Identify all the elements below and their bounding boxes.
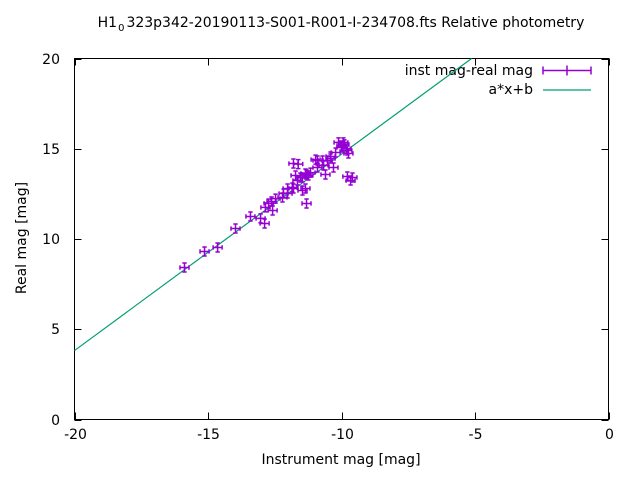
legend-label-fit: a*x+b <box>488 82 533 98</box>
x-axis-label: Instrument mag [mag] <box>261 452 421 468</box>
plot-frame <box>74 58 609 420</box>
y-tick-label: 10 <box>42 231 60 248</box>
data-point <box>342 145 353 156</box>
data-point <box>267 205 278 216</box>
data-point <box>260 202 271 213</box>
chart-title-subscript: 0 <box>118 22 125 34</box>
data-point <box>278 188 289 199</box>
data-point <box>292 158 304 170</box>
y-tick-label: 20 <box>42 51 60 68</box>
data-point <box>320 169 331 180</box>
data-point <box>300 183 311 194</box>
data-point <box>325 151 336 162</box>
chart-title-prefix: H1 <box>97 15 118 31</box>
data-point <box>343 148 354 159</box>
data-point <box>297 185 308 196</box>
plot-border <box>74 58 609 420</box>
chart-title: H10 323p342-20190113-S001-R001-I-234708.f… <box>74 15 608 34</box>
data-point <box>270 193 281 204</box>
data-point <box>310 154 321 165</box>
legend-label-points: inst mag-real mag <box>404 63 533 79</box>
y-tick-label: 5 <box>51 321 60 338</box>
data-point <box>199 246 210 257</box>
data-point <box>347 172 358 183</box>
legend-samples <box>542 65 592 91</box>
legend-sample-errorbar <box>542 65 592 76</box>
data-point <box>259 218 270 229</box>
x-tick-label: -5 <box>468 427 483 443</box>
scatter-series <box>179 137 358 273</box>
data-point <box>303 170 314 181</box>
data-point <box>305 167 316 178</box>
axis-ticks <box>74 58 610 421</box>
x-tick-label: -15 <box>197 427 220 443</box>
data-point <box>345 175 356 186</box>
data-point <box>212 242 223 253</box>
x-tick-label: -20 <box>64 427 87 443</box>
data-point <box>230 223 241 234</box>
data-point <box>312 162 323 173</box>
data-point <box>295 172 306 183</box>
data-point <box>301 198 312 209</box>
y-tick-label: 15 <box>42 141 60 158</box>
y-tick-label: 0 <box>51 412 60 429</box>
x-tick-label: 0 <box>605 427 614 443</box>
data-point <box>179 262 190 273</box>
data-point <box>245 211 256 222</box>
chart-title-rest: 323p342-20190113-S001-R001-I-234708.fts … <box>126 15 585 31</box>
x-tick-label: -10 <box>331 427 354 443</box>
data-point <box>328 162 339 173</box>
